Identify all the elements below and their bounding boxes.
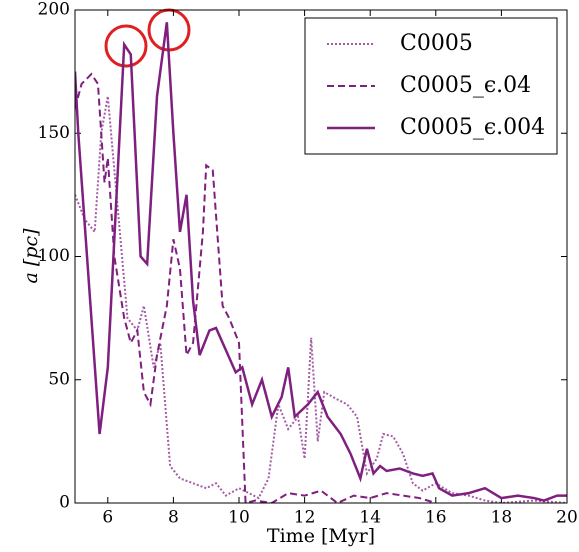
legend-box xyxy=(304,17,558,155)
x-tick-label: 20 xyxy=(556,508,578,528)
legend-label: C0005_ϵ.004 xyxy=(400,115,545,140)
y-tick-label: 150 xyxy=(38,123,70,143)
y-tick-label: 200 xyxy=(38,0,70,20)
x-tick-label: 6 xyxy=(102,508,113,528)
x-tick-label: 10 xyxy=(228,508,250,528)
x-tick-label: 14 xyxy=(359,508,381,528)
legend-label: C0005_ϵ.04 xyxy=(400,73,531,98)
y-tick-label: 50 xyxy=(48,369,70,389)
legend-label: C0005 xyxy=(400,31,473,56)
series-line xyxy=(75,22,567,502)
highlight-circle xyxy=(104,24,148,68)
x-tick-label: 16 xyxy=(425,508,447,528)
x-tick-label: 8 xyxy=(168,508,179,528)
plot-frame xyxy=(74,9,568,504)
x-tick-label: 18 xyxy=(491,508,513,528)
x-axis-label: Time [Myr] xyxy=(267,525,375,547)
series-line xyxy=(75,72,437,503)
y-axis-label: a [pc] xyxy=(20,228,42,284)
series-line xyxy=(75,96,567,503)
y-tick-label: 0 xyxy=(59,493,70,513)
y-tick-label: 100 xyxy=(38,246,70,266)
x-tick-label: 12 xyxy=(294,508,316,528)
